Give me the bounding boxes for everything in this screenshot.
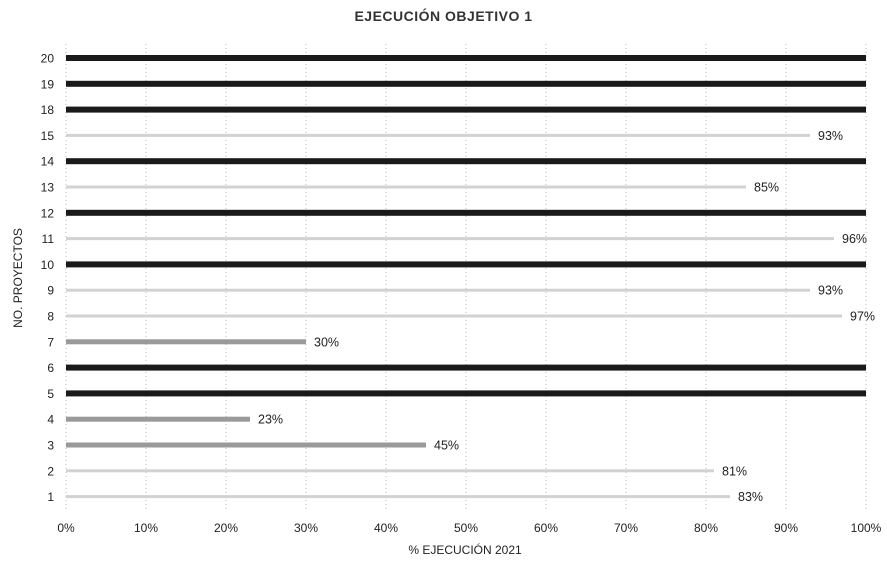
x-tick-5: 50% — [454, 521, 478, 535]
y-tick-1: 1 — [47, 490, 54, 504]
y-tick-11: 11 — [42, 232, 55, 246]
data-label-13: 85% — [754, 181, 779, 195]
data-label-11: 96% — [842, 232, 867, 246]
bar-4 — [66, 416, 250, 422]
bar-6 — [66, 364, 866, 371]
data-label-4: 23% — [258, 413, 283, 427]
data-label-3: 45% — [434, 439, 459, 453]
bar-1 — [66, 495, 730, 499]
y-tick-19: 19 — [41, 77, 55, 91]
bar-5 — [66, 390, 866, 397]
y-tick-13: 13 — [41, 181, 55, 195]
x-tick-6: 60% — [534, 521, 558, 535]
y-tick-10: 10 — [41, 258, 55, 272]
y-tick-9: 9 — [47, 284, 54, 298]
bar-15 — [66, 133, 810, 137]
x-tick-10: 100% — [851, 521, 882, 535]
y-tick-15: 15 — [41, 129, 55, 143]
bar-2 — [66, 469, 714, 473]
bar-13 — [66, 185, 746, 189]
bar-19 — [66, 80, 866, 87]
data-label-7: 30% — [314, 335, 339, 349]
chart-title: EJECUCIÓN OBJETIVO 1 — [354, 8, 533, 24]
data-label-9: 93% — [818, 284, 843, 298]
x-tick-9: 90% — [774, 521, 798, 535]
y-tick-14: 14 — [41, 155, 55, 169]
x-tick-8: 80% — [694, 521, 718, 535]
bar-10 — [66, 261, 866, 268]
y-tick-7: 7 — [47, 335, 54, 349]
y-tick-20: 20 — [41, 52, 55, 66]
data-labels: 83% 81% 45% 23% 30% 97% 93% 96% 85% 93% — [258, 129, 875, 504]
bar-20 — [66, 55, 866, 61]
x-tick-4: 40% — [374, 521, 398, 535]
x-tick-2: 20% — [214, 521, 238, 535]
data-label-15: 93% — [818, 129, 843, 143]
y-tick-18: 18 — [41, 103, 55, 117]
y-tick-4: 4 — [47, 413, 54, 427]
bars — [66, 55, 866, 499]
y-tick-5: 5 — [47, 387, 54, 401]
bar-12 — [66, 209, 866, 216]
x-tick-labels: 0% 10% 20% 30% 40% 50% 60% 70% 80% 90% 100% — [57, 521, 881, 535]
x-tick-3: 30% — [294, 521, 318, 535]
data-label-1: 83% — [738, 490, 763, 504]
y-axis-title: NO. PROYECTOS — [11, 228, 25, 328]
gridlines — [65, 44, 867, 510]
x-tick-7: 70% — [614, 521, 638, 535]
x-tick-1: 10% — [134, 521, 158, 535]
bar-11 — [66, 237, 834, 241]
bar-7 — [66, 339, 306, 345]
data-label-2: 81% — [722, 464, 747, 478]
bar-3 — [66, 442, 426, 448]
x-axis-title: % EJECUCIÓN 2021 — [408, 542, 522, 557]
y-tick-8: 8 — [47, 310, 54, 324]
bar-14 — [66, 158, 866, 165]
bar-18 — [66, 106, 866, 113]
bar-9 — [66, 288, 810, 292]
y-tick-12: 12 — [41, 206, 55, 220]
y-tick-3: 3 — [47, 439, 54, 453]
data-label-8: 97% — [850, 310, 875, 324]
x-tick-0: 0% — [57, 521, 75, 535]
y-tick-2: 2 — [47, 464, 54, 478]
y-tick-6: 6 — [47, 361, 54, 375]
bar-8 — [66, 314, 842, 318]
